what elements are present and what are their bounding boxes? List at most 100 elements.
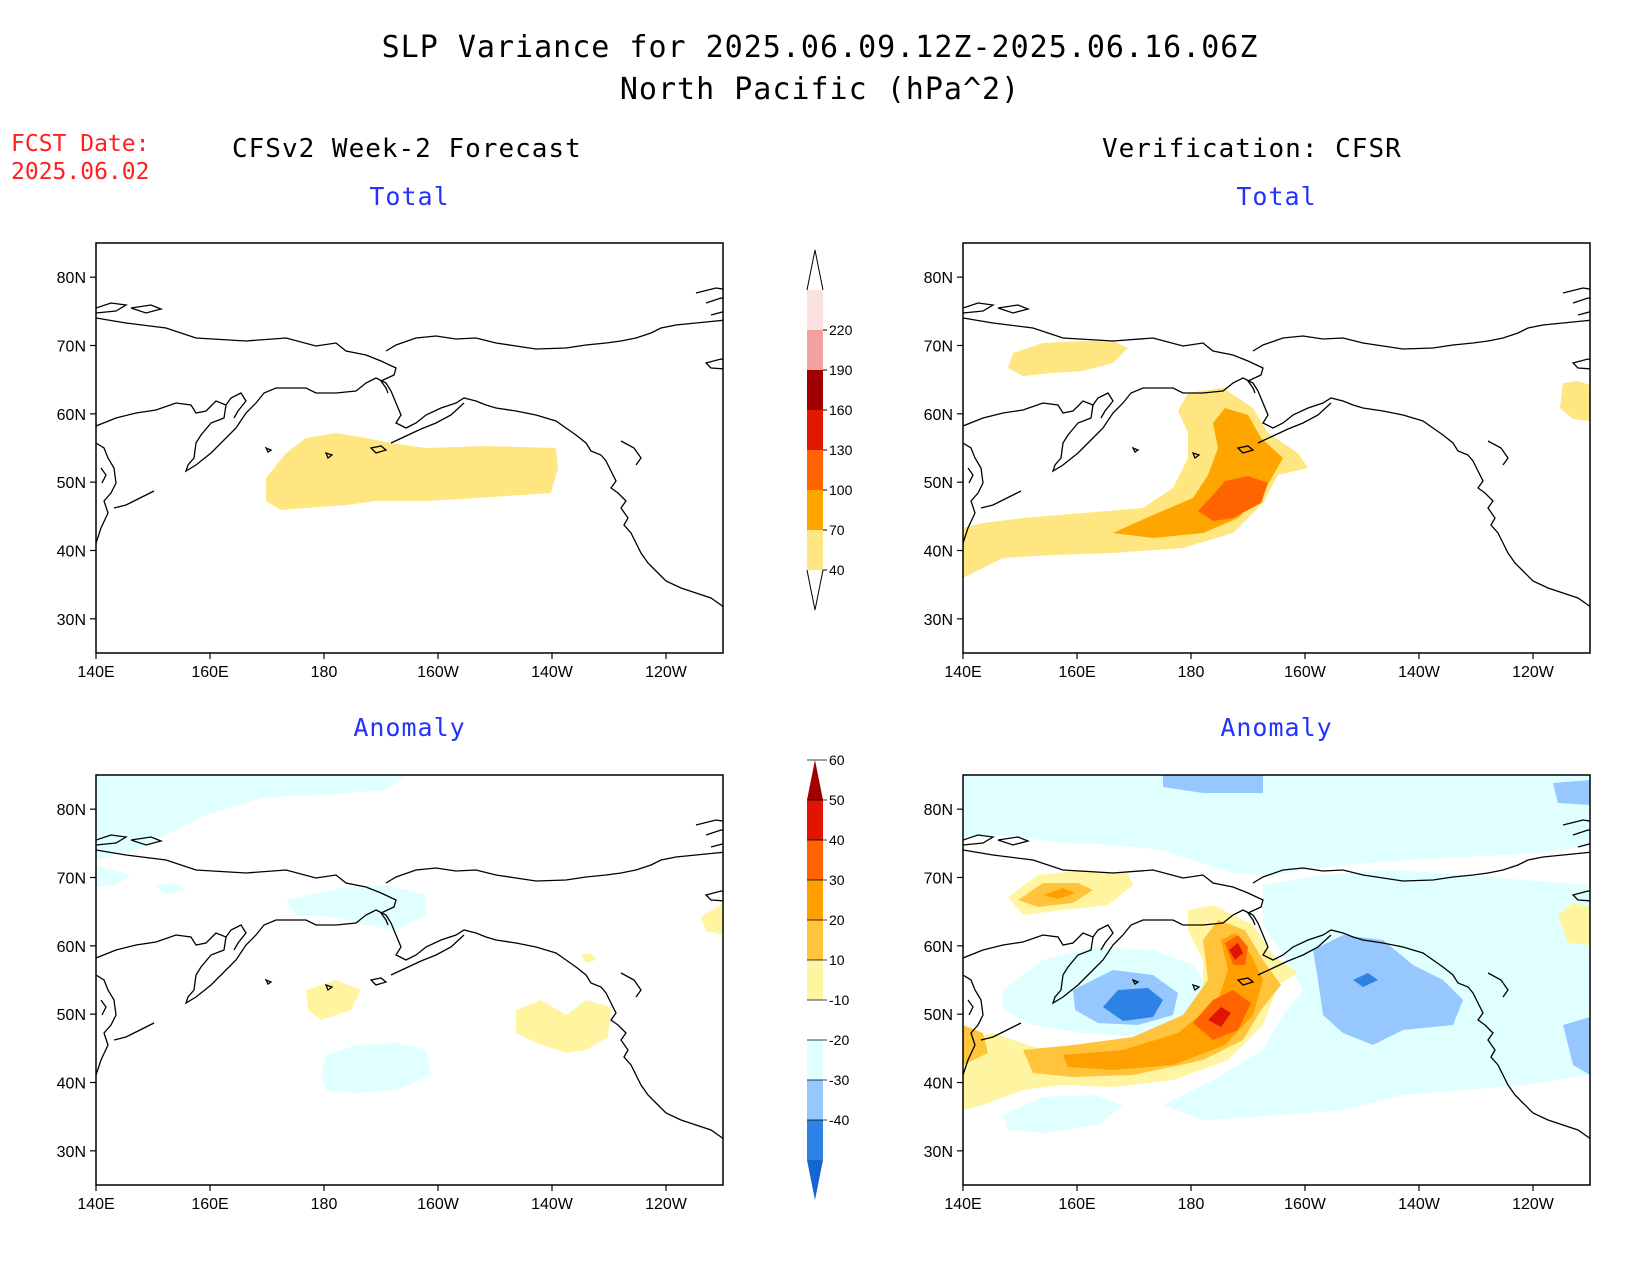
lat-label: 70N [57,339,86,356]
colorbar-swatch [807,1040,823,1080]
lat-label: 50N [924,1007,953,1024]
forecast-anomaly-field-arctic [96,775,406,860]
lat-label: 60N [924,939,953,956]
forecast-anomaly-title: Anomaly [353,713,466,742]
forecast-anomaly-field-west [96,865,131,887]
forecast-anomaly-field-pos1 [306,980,361,1020]
colorbar-swatch [807,840,823,880]
verification-total-title: Total [1236,182,1317,211]
verification-total-field-arctic [1008,341,1128,376]
lon-label: 160W [417,664,460,681]
colorbar-label: 60 [829,752,845,768]
lat-label: 50N [57,475,86,492]
colorbar-swatch [807,370,823,410]
verification-anomaly-frame [962,774,1591,1186]
lon-label: 180 [1178,1196,1205,1213]
lon-label: 140W [531,664,574,681]
colorbar-label: -30 [829,1072,849,1088]
lat-label: 30N [924,1144,953,1161]
colorbar-swatch [807,330,823,370]
lon-label: 120W [645,664,688,681]
colorbar-swatch [807,1000,823,1040]
lat-label: 50N [924,475,953,492]
lon-label: 160E [191,664,228,681]
lon-label: 140W [1398,1196,1441,1213]
lon-label: 160E [1058,1196,1095,1213]
lat-label: 60N [57,939,86,956]
lat-label: 80N [57,802,86,819]
colorbar-swatch [807,450,823,490]
colorbar-swatch [807,920,823,960]
verification-anomaly-field-east-pos [1558,903,1590,945]
lon-label: 160W [1284,1196,1327,1213]
colorbar-label: 220 [829,322,853,338]
forecast-anomaly-panel: 80N 70N 60N 50N 40N 30N 140E 160E 180 160W 140W 120… [57,774,724,1213]
lon-label: 140E [77,1196,114,1213]
colorbar-label: 190 [829,362,853,378]
lon-label: 160W [1284,664,1327,681]
colorbar-label: 70 [829,522,845,538]
verification-total-panel: 80N 70N 60N 50N 40N 30N 140E 160E 180 160W 140W 120… [924,242,1591,681]
verification-anomaly-field-west-strong [1103,988,1163,1021]
lon-label: 160E [191,1196,228,1213]
forecast-total-variance-field [266,433,558,510]
lat-label: 80N [924,802,953,819]
forecast-total-title: Total [369,182,450,211]
lat-label: 70N [924,871,953,888]
forecast-column-title: CFSv2 Week-2 Forecast [232,134,582,164]
verification-anomaly-axes: 80N 70N 60N 50N 40N 30N 140E 160E 180 160W 140W 120… [924,802,1555,1213]
fcst-date-label: FCST Date: [11,131,150,157]
forecast-anomaly-field-bering [286,885,426,930]
colorbar-swatch [807,1120,823,1160]
verification-anomaly-field-coast-neg [1563,1017,1590,1075]
lon-label: 140W [1398,664,1441,681]
lon-label: 140E [944,664,981,681]
forecast-anomaly-field-south [321,1043,431,1093]
colorbar-label: 160 [829,402,853,418]
forecast-anomaly-field-pos4 [581,953,596,963]
colorbar-bottom-triangle [806,569,824,611]
lon-label: 120W [645,1196,688,1213]
verification-total-axes: 80N 70N 60N 50N 40N 30N 140E 160E 180 160W 140W 120… [924,270,1555,681]
lon-label: 180 [311,664,338,681]
forecast-anomaly-field-small [156,883,186,895]
forecast-anomaly-axes: 80N 70N 60N 50N 40N 30N 140E 160E 180 160W 140W 120… [57,802,688,1213]
verification-total-field-east [1560,381,1590,421]
lon-label: 140E [944,1196,981,1213]
lat-label: 60N [924,407,953,424]
forecast-total-frame [95,242,724,654]
lon-label: 140E [77,664,114,681]
colorbar-label: -40 [829,1112,849,1128]
lat-label: 50N [57,1007,86,1024]
total-colorbar: 40 70 100 130 160 190 220 [806,249,853,611]
verification-anomaly-field-ne-neg [1553,780,1590,805]
colorbar-top-triangle [806,249,824,291]
colorbar-label: 20 [829,912,845,928]
lon-label: 180 [311,1196,338,1213]
colorbar-label: 100 [829,482,853,498]
colorbar-label: 40 [829,562,845,578]
verification-anomaly-field-east-strong [1353,973,1378,987]
forecast-total-axes: 80N 70N 60N 50N 40N 30N 140E 160E 180 160W 140W 120… [57,270,688,681]
colorbar-top-triangle [807,760,823,800]
lon-label: 120W [1512,1196,1555,1213]
main-subtitle: North Pacific (hPa^2) [619,72,1021,107]
anomaly-colorbar: -40 -30 -20 -10 10 20 30 40 50 60 [807,752,849,1200]
lon-label: 160W [417,1196,460,1213]
verification-anomaly-field-sw [1003,1095,1123,1133]
lat-label: 60N [57,407,86,424]
colorbar-label: 130 [829,442,853,458]
lat-label: 70N [57,871,86,888]
verification-anomaly-field-arctic-pos3 [1043,888,1075,899]
lon-label: 140W [531,1196,574,1213]
colorbar-label: 50 [829,792,845,808]
main-title: SLP Variance for 2025.06.09.12Z-2025.06.… [381,30,1259,65]
lat-label: 80N [924,270,953,287]
lat-label: 40N [924,1076,953,1093]
lat-label: 30N [57,1144,86,1161]
lat-label: 30N [57,612,86,629]
verification-anomaly-field-main-pos7 [1229,943,1243,960]
lon-label: 120W [1512,664,1555,681]
forecast-anomaly-field-pos3 [701,903,723,935]
